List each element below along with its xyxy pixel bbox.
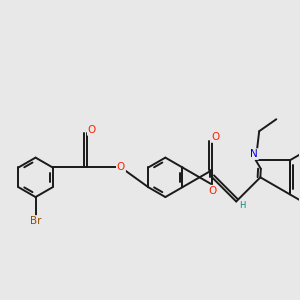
Text: O: O: [208, 186, 216, 196]
Text: H: H: [239, 201, 245, 210]
Text: O: O: [211, 132, 220, 142]
Text: O: O: [88, 125, 96, 135]
Text: Br: Br: [30, 216, 41, 226]
Text: O: O: [117, 163, 125, 172]
Text: N: N: [250, 149, 258, 159]
